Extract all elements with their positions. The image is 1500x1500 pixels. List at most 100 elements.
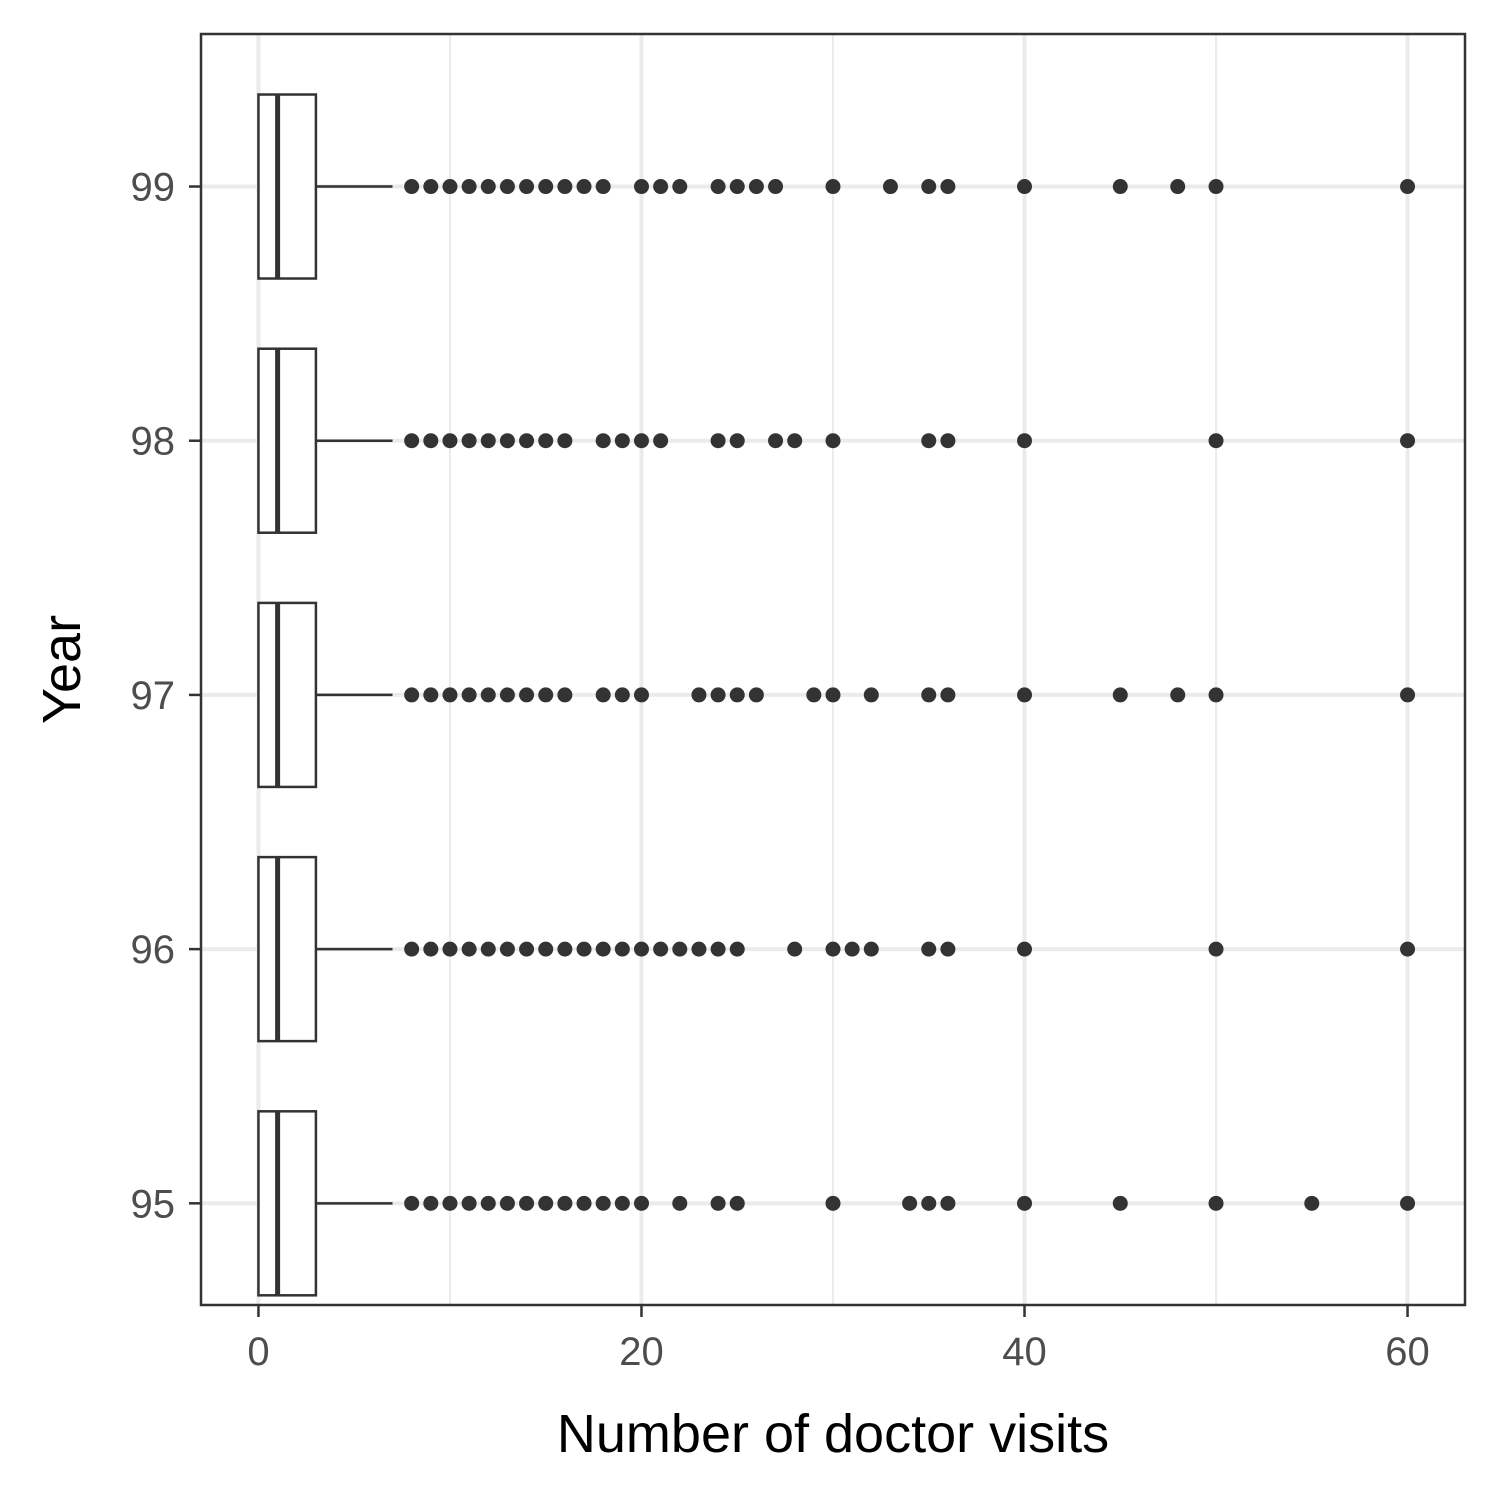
outlier-point xyxy=(461,179,477,195)
outlier-point xyxy=(882,179,898,195)
outlier-point xyxy=(519,1195,535,1211)
outlier-point xyxy=(1208,433,1224,449)
outlier-point xyxy=(691,687,707,703)
outlier-point xyxy=(480,687,496,703)
outlier-point xyxy=(442,1195,458,1211)
outlier-point xyxy=(499,433,515,449)
outlier-point xyxy=(825,179,841,195)
outlier-point xyxy=(480,179,496,195)
outlier-point xyxy=(1112,687,1128,703)
outlier-point xyxy=(691,941,707,957)
outlier-point xyxy=(595,1195,611,1211)
outlier-point xyxy=(404,687,420,703)
outlier-point xyxy=(499,179,515,195)
outlier-point xyxy=(940,687,956,703)
outlier-point xyxy=(538,687,554,703)
outlier-point xyxy=(1400,687,1416,703)
outlier-point xyxy=(595,179,611,195)
outlier-point xyxy=(480,433,496,449)
outlier-point xyxy=(633,1195,649,1211)
x-tick-label: 60 xyxy=(1385,1330,1430,1374)
outlier-point xyxy=(519,941,535,957)
outlier-point xyxy=(461,687,477,703)
outlier-point xyxy=(806,687,822,703)
outlier-point xyxy=(480,941,496,957)
outlier-point xyxy=(557,1195,573,1211)
outlier-point xyxy=(825,687,841,703)
outlier-point xyxy=(921,433,937,449)
outlier-point xyxy=(1400,941,1416,957)
x-tick-label: 20 xyxy=(619,1330,664,1374)
outlier-point xyxy=(748,179,764,195)
outlier-point xyxy=(499,941,515,957)
outlier-point xyxy=(653,941,669,957)
outlier-point xyxy=(768,433,784,449)
outlier-point xyxy=(614,433,630,449)
outlier-point xyxy=(1208,687,1224,703)
outlier-point xyxy=(404,433,420,449)
outlier-point xyxy=(423,179,439,195)
outlier-point xyxy=(423,1195,439,1211)
outlier-point xyxy=(633,179,649,195)
outlier-point xyxy=(461,941,477,957)
x-axis-title: Number of doctor visits xyxy=(557,1404,1109,1464)
outlier-point xyxy=(1400,1195,1416,1211)
box-iqr xyxy=(257,1110,318,1297)
outlier-point xyxy=(748,687,764,703)
outlier-point xyxy=(614,687,630,703)
outlier-point xyxy=(557,433,573,449)
outlier-point xyxy=(442,433,458,449)
outlier-point xyxy=(863,941,879,957)
outlier-point xyxy=(1112,179,1128,195)
outlier-point xyxy=(538,941,554,957)
outlier-point xyxy=(461,1195,477,1211)
outlier-point xyxy=(538,1195,554,1211)
outlier-point xyxy=(519,179,535,195)
outlier-point xyxy=(729,1195,745,1211)
outlier-point xyxy=(423,433,439,449)
outlier-point xyxy=(614,941,630,957)
outlier-point xyxy=(442,941,458,957)
outlier-point xyxy=(940,1195,956,1211)
outlier-point xyxy=(423,687,439,703)
outlier-point xyxy=(710,941,726,957)
outlier-point xyxy=(902,1195,918,1211)
outlier-point xyxy=(921,179,937,195)
outlier-point xyxy=(499,1195,515,1211)
outlier-point xyxy=(1112,1195,1128,1211)
outlier-point xyxy=(499,687,515,703)
outlier-point xyxy=(633,687,649,703)
outlier-point xyxy=(519,433,535,449)
outlier-point xyxy=(710,687,726,703)
outlier-point xyxy=(1208,1195,1224,1211)
outlier-point xyxy=(653,433,669,449)
outlier-point xyxy=(825,1195,841,1211)
outlier-point xyxy=(672,941,688,957)
outlier-point xyxy=(1170,687,1186,703)
outlier-point xyxy=(633,433,649,449)
y-tick-label: 97 xyxy=(131,674,176,718)
outlier-point xyxy=(863,687,879,703)
outlier-point xyxy=(538,433,554,449)
outlier-point xyxy=(729,687,745,703)
outlier-point xyxy=(1170,179,1186,195)
y-tick-label: 96 xyxy=(131,928,176,972)
outlier-point xyxy=(1017,687,1033,703)
outlier-point xyxy=(787,941,803,957)
outlier-point xyxy=(442,179,458,195)
outlier-point xyxy=(1208,179,1224,195)
outlier-point xyxy=(576,1195,592,1211)
axes: 0 20 40 60 95 96 97 98 99 xyxy=(131,166,1430,1374)
outlier-point xyxy=(595,433,611,449)
outlier-point xyxy=(404,179,420,195)
outlier-point xyxy=(519,687,535,703)
outlier-point xyxy=(921,941,937,957)
outlier-point xyxy=(672,1195,688,1211)
outlier-points xyxy=(404,179,1416,1211)
outlier-point xyxy=(538,179,554,195)
y-tick-label: 95 xyxy=(131,1182,176,1226)
outlier-point xyxy=(1017,179,1033,195)
outlier-point xyxy=(653,179,669,195)
box-iqr xyxy=(257,93,318,280)
